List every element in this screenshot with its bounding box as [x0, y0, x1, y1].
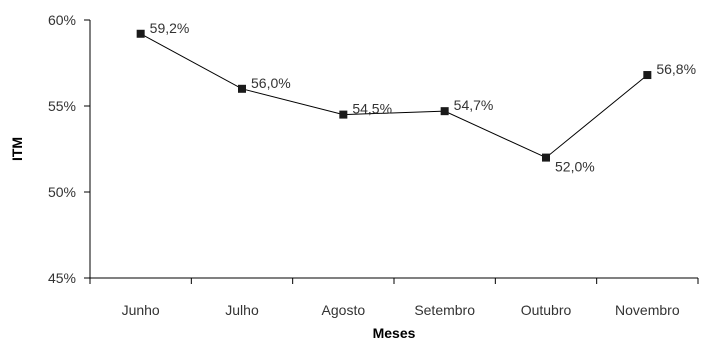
- data-point: [339, 110, 348, 119]
- x-tick-label: Junho: [122, 302, 160, 318]
- x-axis-title: Meses: [373, 325, 416, 341]
- y-axis-title: ITM: [9, 137, 25, 161]
- x-tick-label: Setembro: [414, 302, 475, 318]
- data-point: [542, 153, 550, 162]
- data-label: 52,0%: [555, 159, 595, 175]
- y-tick-label: 45%: [48, 270, 76, 286]
- data-point: [238, 84, 246, 93]
- data-point: [136, 29, 145, 38]
- y-tick-label: 55%: [48, 98, 76, 114]
- data-labels: 59,2% 56,0% 54,5% 54,7% 52,0% 56,8%: [150, 20, 696, 175]
- data-label: 54,7%: [454, 97, 494, 113]
- data-label: 59,2%: [150, 20, 190, 36]
- data-point: [643, 71, 652, 80]
- x-tick-label: Agosto: [322, 302, 366, 318]
- y-tick-label: 60%: [48, 12, 76, 28]
- data-points: [136, 29, 652, 162]
- y-tick-label: 50%: [48, 184, 76, 200]
- data-label: 56,0%: [251, 75, 291, 91]
- x-tick-label: Outubro: [521, 302, 572, 318]
- x-axis-ticks: Junho Julho Agosto Setembro Outubro Novembro: [89, 278, 699, 318]
- x-tick-label: Novembro: [615, 302, 680, 318]
- data-label: 56,8%: [656, 61, 696, 77]
- y-axis-ticks: 45% 50% 55% 60%: [48, 12, 90, 286]
- series-line: [140, 33, 648, 159]
- x-tick-label: Julho: [225, 302, 259, 318]
- data-label: 54,5%: [352, 101, 392, 117]
- data-point: [440, 107, 449, 116]
